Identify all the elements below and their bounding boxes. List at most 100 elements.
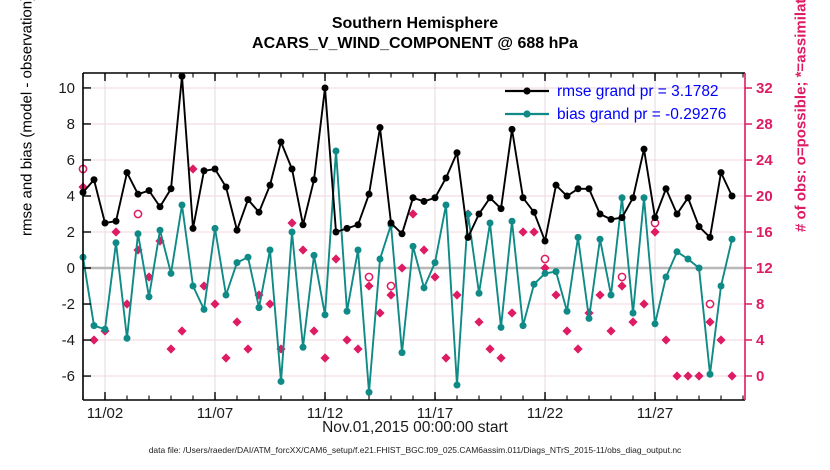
rmse-marker [684,194,692,202]
obs-assimilated-marker [430,272,440,282]
obs-assimilated-marker [496,353,506,363]
rmse-marker [321,84,329,92]
obs-assimilated-marker [199,281,209,291]
y-right-tick-label: 28 [756,116,773,133]
rmse-marker [728,192,736,200]
rmse-marker [453,149,461,157]
y-right-tick-label: 16 [756,224,773,241]
y-left-tick-label: -4 [62,332,75,349]
bias-marker [189,282,197,290]
rmse-marker [486,194,494,202]
bias-marker [596,235,604,243]
y-left-tick-label: 8 [67,116,75,133]
rmse-marker [519,194,527,202]
bias-marker [475,289,483,297]
obs-assimilated-marker [661,335,671,345]
rmse-marker [464,233,472,241]
x-tick-label: 11/22 [527,405,563,422]
obs-assimilated-marker [265,299,275,309]
rmse-marker [156,203,164,211]
obs-assimilated-marker [298,245,308,255]
x-tick-label: 11/12 [307,405,343,422]
obs-assimilated-marker [694,371,704,381]
legend-rmse-marker [523,87,531,95]
obs-assimilated-marker [419,245,429,255]
rmse-marker [651,214,659,222]
x-tick-label: 11/02 [87,405,123,422]
bias-marker [420,284,428,292]
bias-marker [156,226,164,234]
bias-marker [706,370,714,378]
rmse-marker [563,192,571,200]
y-right-tick-label: 8 [756,296,764,313]
obs-assimilated-marker [573,344,583,354]
bias-marker [574,233,582,241]
bias-marker [376,255,384,263]
bias-marker [662,273,670,281]
rmse-marker [541,237,549,245]
obs-assimilated-marker [617,281,627,291]
rmse-marker [596,210,604,218]
bias-marker [552,268,560,276]
obs-assimilated-marker [705,317,715,327]
rmse-marker [299,221,307,229]
bias-marker [321,311,329,319]
obs-assimilated-marker [287,218,297,228]
bias-marker [365,388,373,396]
obs-assimilated-marker [639,299,649,309]
rmse-marker [618,214,626,222]
obs-assimilated-marker [364,281,374,291]
obs-assimilated-marker [89,335,99,345]
rmse-marker [552,181,560,189]
y-left-tick-label: 2 [67,224,75,241]
bias-marker [728,235,736,243]
bias-marker [310,251,318,259]
y-right-tick-label: 4 [756,332,765,349]
obs-assimilated-marker [122,299,132,309]
bias-marker [101,325,109,333]
obs-assimilated-marker [408,209,418,219]
obs-assimilated-marker [243,344,253,354]
rmse-marker [233,226,241,234]
rmse-marker [354,221,362,229]
x-tick-label: 11/27 [637,405,673,422]
rmse-marker [662,185,670,193]
bias-marker [288,228,296,236]
bias-marker [134,230,142,238]
rmse-line [82,76,733,245]
x-tick-label: 11/17 [417,405,453,422]
y-right-tick-label: 20 [756,188,773,205]
obs-assimilated-marker [397,263,407,273]
obs-assimilated-marker [111,227,121,237]
obs-assimilated-marker [507,308,517,318]
rmse-marker [497,205,505,213]
obs-assimilated-marker [331,254,341,264]
y-right-tick-label: 12 [756,260,773,277]
y-left-tick-label: 0 [67,260,75,277]
rmse-marker [343,224,351,232]
rmse-marker [112,217,120,225]
rmse-marker [442,174,450,182]
obs-assimilated-marker [540,263,550,273]
bias-marker [167,269,175,277]
obs-assimilated-marker [166,344,176,354]
y-left-tick-label: 6 [67,152,75,169]
obs-assimilated-marker [177,326,187,336]
bias-marker [684,255,692,263]
y-left-tick-label: 4 [67,188,75,205]
bias-marker [717,282,725,290]
bias-marker [695,264,703,272]
obs-assimilated-marker [672,371,682,381]
bias-marker [651,320,659,328]
bias-marker [398,349,406,357]
rmse-marker [123,169,131,177]
obs-assimilated-marker [210,299,220,309]
rmse-marker [475,210,483,218]
rmse-marker [145,187,153,195]
bias-marker [563,307,571,315]
rmse-marker [431,194,439,202]
bias-marker [673,248,681,256]
obs-assimilated-marker [551,290,561,300]
bias-marker [354,246,362,254]
